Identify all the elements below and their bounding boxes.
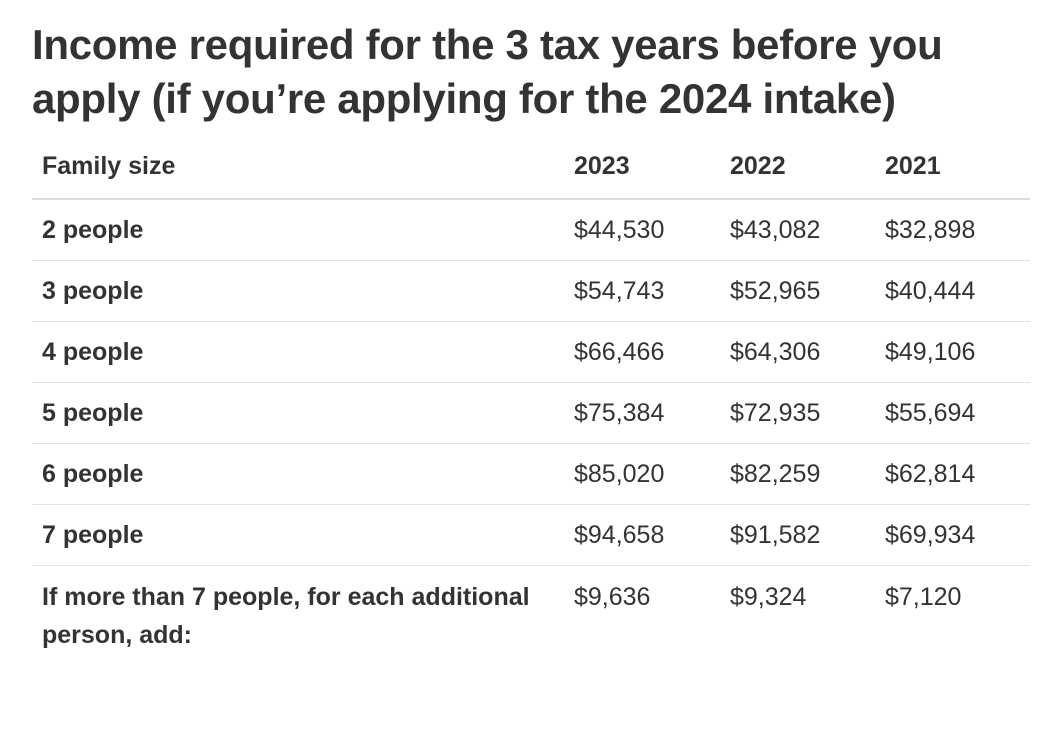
row-label: 2 people — [32, 199, 564, 261]
table-row-additional-person: If more than 7 people, for each addition… — [32, 566, 1030, 655]
page-title: Income required for the 3 tax years befo… — [32, 21, 943, 122]
income-cell: $85,020 — [564, 443, 720, 505]
income-cell: $32,898 — [875, 199, 1030, 261]
column-header-year: 2021 — [875, 152, 1030, 200]
table-row: 2 people $44,530 $43,082 $32,898 — [32, 199, 1030, 261]
income-cell: $82,259 — [720, 443, 875, 505]
income-requirements-section: Income required for the 3 tax years befo… — [32, 18, 1030, 654]
row-label: 7 people — [32, 504, 564, 566]
table-header-row: Family size 2023 2022 2021 — [32, 152, 1030, 200]
table-row: 5 people $75,384 $72,935 $55,694 — [32, 382, 1030, 444]
income-cell: $40,444 — [875, 260, 1030, 322]
income-cell: $55,694 — [875, 382, 1030, 444]
column-header-year: 2022 — [720, 152, 875, 200]
income-cell: $54,743 — [564, 260, 720, 322]
income-cell: $75,384 — [564, 382, 720, 444]
column-header-family-size: Family size — [32, 152, 564, 200]
table-row: 3 people $54,743 $52,965 $40,444 — [32, 260, 1030, 322]
row-label: 3 people — [32, 260, 564, 322]
income-cell: $69,934 — [875, 504, 1030, 566]
income-cell: $94,658 — [564, 504, 720, 566]
row-label: If more than 7 people, for each addition… — [42, 583, 530, 649]
income-cell: $91,582 — [720, 504, 875, 566]
income-cell: $66,466 — [564, 321, 720, 383]
table-row: 6 people $85,020 $82,259 $62,814 — [32, 443, 1030, 505]
income-cell: $7,120 — [885, 583, 962, 611]
income-cell: $44,530 — [564, 199, 720, 261]
income-cell: $9,324 — [730, 583, 807, 611]
income-cell: $43,082 — [720, 199, 875, 261]
column-header-year: 2023 — [564, 152, 720, 200]
income-cell: $62,814 — [875, 443, 1030, 505]
income-cell: $9,636 — [574, 583, 651, 611]
row-label: 4 people — [32, 321, 564, 383]
row-label: 6 people — [32, 443, 564, 505]
income-cell: $49,106 — [875, 321, 1030, 383]
table-row: 4 people $66,466 $64,306 $49,106 — [32, 321, 1030, 383]
income-table: Family size 2023 2022 2021 2 people $44,… — [32, 152, 1030, 654]
row-label: 5 people — [32, 382, 564, 444]
table-row: 7 people $94,658 $91,582 $69,934 — [32, 504, 1030, 566]
income-cell: $52,965 — [720, 260, 875, 322]
income-cell: $72,935 — [720, 382, 875, 444]
income-cell: $64,306 — [720, 321, 875, 383]
